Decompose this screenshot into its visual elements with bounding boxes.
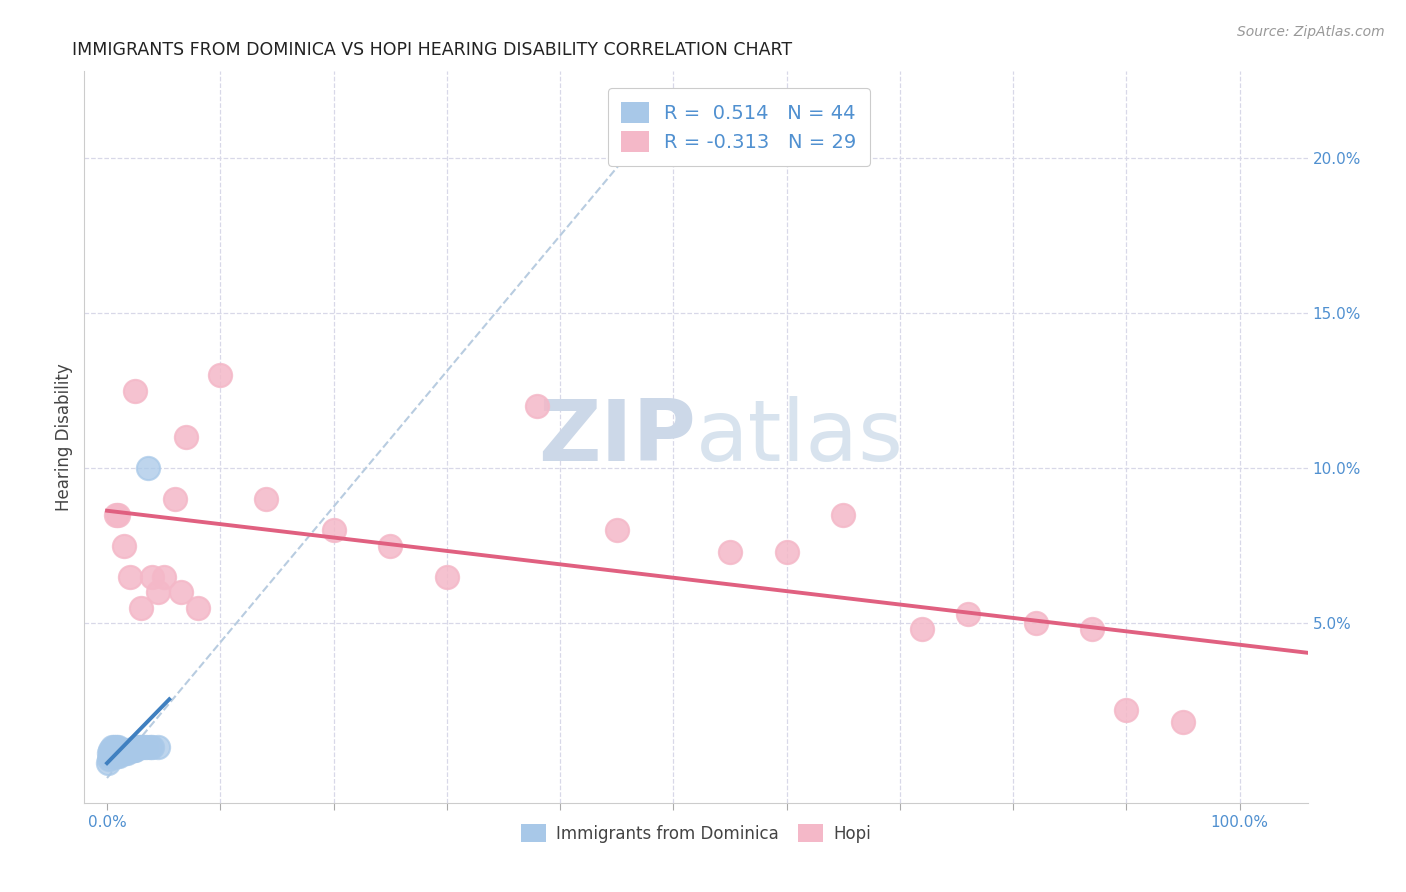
Point (139, 739, 162, 754)
Point (129, 739, 152, 754)
Text: ZIP: ZIP (538, 395, 696, 479)
Y-axis label: Hearing Disability: Hearing Disability (55, 363, 73, 511)
Point (174, 430, 197, 444)
Point (146, 739, 169, 754)
Point (97, 756, 120, 770)
Point (104, 743, 127, 757)
Point (105, 743, 128, 757)
Point (911, 622, 934, 636)
Point (98, 752, 121, 766)
Point (117, 743, 139, 757)
Text: atlas: atlas (696, 395, 904, 479)
Point (254, 491, 277, 506)
Point (107, 739, 129, 754)
Point (107, 508, 129, 522)
Point (111, 743, 134, 757)
Point (129, 600, 152, 615)
Point (105, 749, 128, 764)
Point (380, 539, 402, 553)
Point (187, 600, 209, 615)
Point (152, 569, 174, 583)
Point (107, 746, 129, 760)
Text: IMMIGRANTS FROM DOMINICA VS HOPI HEARING DISABILITY CORRELATION CHART: IMMIGRANTS FROM DOMINICA VS HOPI HEARING… (72, 41, 792, 59)
Point (526, 399, 548, 413)
Point (124, 384, 146, 398)
Point (103, 746, 125, 760)
Point (110, 746, 132, 760)
Point (121, 743, 143, 757)
Point (775, 545, 797, 559)
Point (169, 585, 191, 599)
Point (1115, 703, 1137, 717)
Point (100, 749, 122, 764)
Point (115, 743, 138, 757)
Point (98, 746, 121, 760)
Point (108, 749, 131, 764)
Point (122, 743, 145, 757)
Point (100, 739, 122, 754)
Point (1171, 715, 1194, 730)
Point (125, 739, 148, 754)
Point (105, 746, 128, 760)
Point (1025, 615, 1047, 630)
Text: Source: ZipAtlas.com: Source: ZipAtlas.com (1237, 25, 1385, 39)
Point (118, 743, 141, 757)
Point (101, 749, 124, 764)
Point (718, 545, 741, 559)
Point (120, 743, 142, 757)
Point (108, 743, 131, 757)
Point (118, 569, 141, 583)
Point (135, 739, 157, 754)
Point (100, 743, 122, 757)
Point (956, 607, 979, 621)
Point (832, 508, 855, 522)
Point (111, 746, 134, 760)
Point (132, 739, 155, 754)
Point (136, 461, 159, 475)
Point (114, 746, 136, 760)
Point (101, 743, 124, 757)
Point (104, 749, 127, 764)
Point (124, 743, 146, 757)
Point (103, 739, 125, 754)
Point (105, 508, 128, 522)
Point (163, 491, 186, 506)
Point (436, 569, 458, 583)
Point (322, 523, 344, 537)
Point (112, 743, 135, 757)
Point (146, 585, 169, 599)
Point (117, 746, 139, 760)
Point (1081, 622, 1104, 636)
Point (100, 746, 122, 760)
Legend: Immigrants from Dominica, Hopi: Immigrants from Dominica, Hopi (515, 817, 877, 849)
Point (141, 569, 163, 583)
Point (209, 368, 232, 383)
Point (141, 739, 163, 754)
Point (105, 739, 128, 754)
Point (128, 739, 150, 754)
Point (122, 743, 145, 757)
Point (112, 539, 135, 553)
Point (606, 523, 628, 537)
